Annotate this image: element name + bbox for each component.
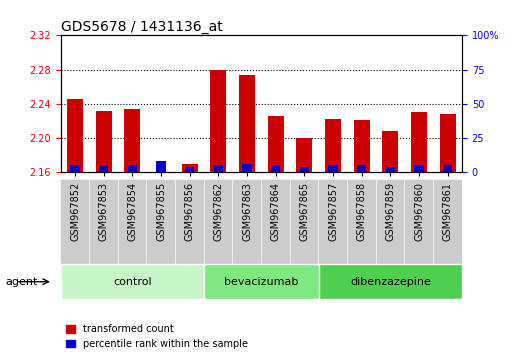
Text: bevacizumab: bevacizumab <box>224 277 298 287</box>
Bar <box>411 112 427 172</box>
Text: GSM967853: GSM967853 <box>99 182 109 241</box>
Bar <box>354 120 370 172</box>
Bar <box>214 165 223 172</box>
Text: GSM967855: GSM967855 <box>156 182 166 241</box>
Bar <box>185 166 194 172</box>
Bar <box>182 164 197 172</box>
Text: GSM967861: GSM967861 <box>442 182 452 241</box>
Bar <box>211 69 226 172</box>
Bar <box>204 264 319 299</box>
Bar <box>385 166 395 172</box>
Text: dibenzazepine: dibenzazepine <box>350 277 431 287</box>
Bar <box>325 119 341 172</box>
Text: GSM967854: GSM967854 <box>127 182 137 241</box>
Bar <box>271 165 280 172</box>
Text: GSM967864: GSM967864 <box>271 182 281 241</box>
Bar <box>99 165 108 172</box>
Bar <box>128 165 137 172</box>
Bar <box>299 166 309 172</box>
Bar <box>443 165 452 172</box>
Bar <box>319 264 462 299</box>
Bar <box>239 75 255 172</box>
Legend: transformed count, percentile rank within the sample: transformed count, percentile rank withi… <box>65 324 248 349</box>
Text: GSM967852: GSM967852 <box>70 182 80 241</box>
Text: GSM967857: GSM967857 <box>328 182 338 241</box>
Bar <box>268 116 284 172</box>
Text: GSM967863: GSM967863 <box>242 182 252 241</box>
Bar <box>61 264 204 299</box>
Bar <box>125 109 140 172</box>
Text: GSM967858: GSM967858 <box>357 182 366 241</box>
Bar <box>440 114 456 172</box>
Text: GSM967862: GSM967862 <box>213 182 223 241</box>
Text: GSM967859: GSM967859 <box>385 182 395 241</box>
Text: control: control <box>113 277 152 287</box>
Bar <box>297 138 312 172</box>
Text: GSM967865: GSM967865 <box>299 182 309 241</box>
Bar <box>156 161 166 172</box>
Bar <box>357 165 366 172</box>
Bar <box>96 110 111 172</box>
Bar <box>70 165 80 172</box>
Text: GSM967860: GSM967860 <box>414 182 424 241</box>
Bar <box>328 165 338 172</box>
Bar <box>67 98 83 172</box>
Bar <box>414 165 424 172</box>
Bar <box>242 164 252 172</box>
Text: GSM967856: GSM967856 <box>185 182 195 241</box>
Text: GDS5678 / 1431136_at: GDS5678 / 1431136_at <box>61 21 222 34</box>
Bar <box>382 131 398 172</box>
Text: agent: agent <box>5 277 37 287</box>
